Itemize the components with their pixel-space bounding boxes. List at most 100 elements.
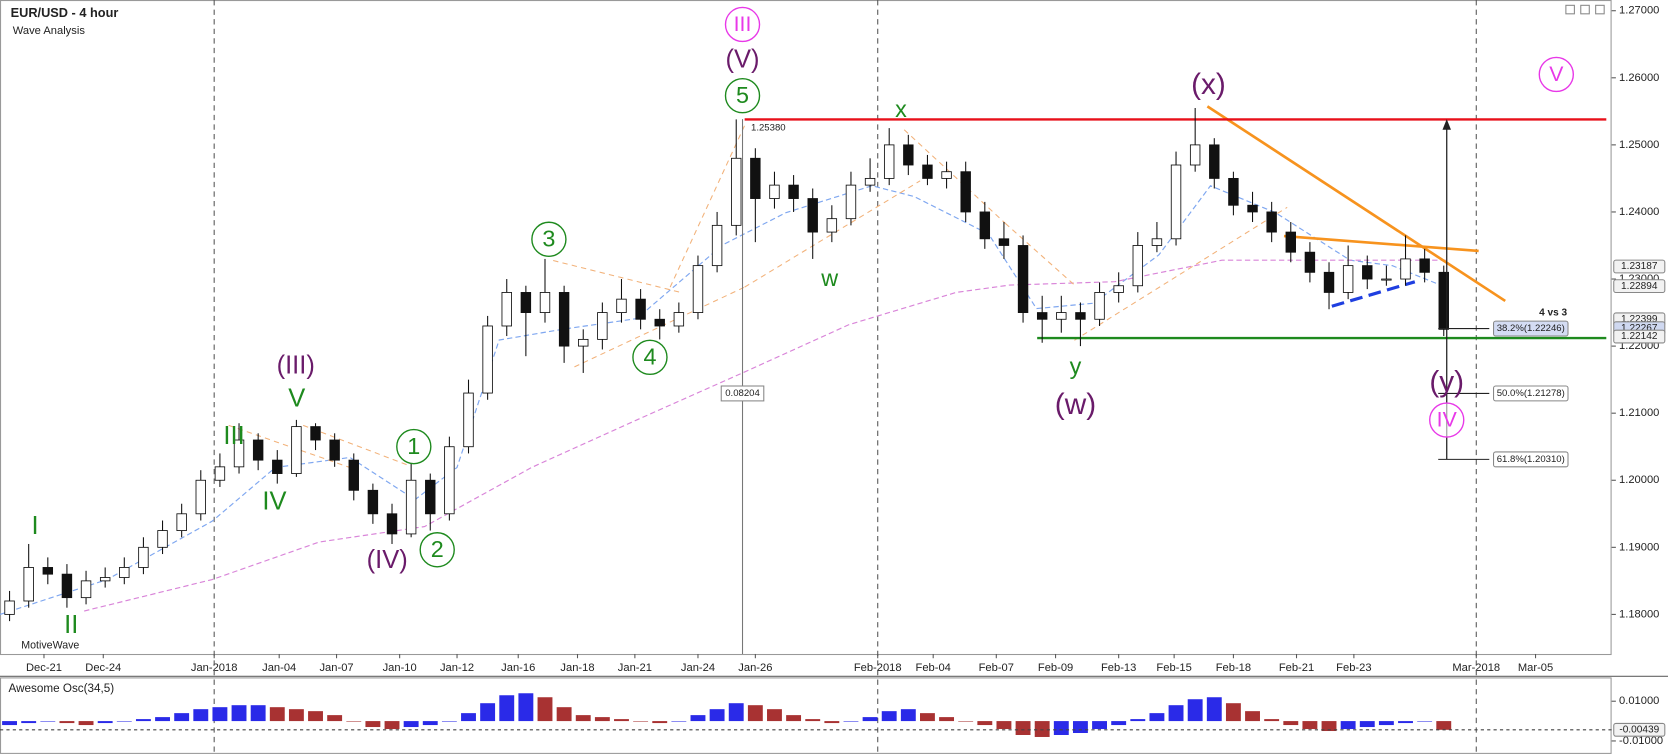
- osc-bar: [652, 721, 668, 724]
- osc-bar: [1092, 721, 1107, 730]
- candle-body: [1228, 177, 1239, 206]
- candle-body: [769, 184, 780, 199]
- osc-bar: [78, 721, 94, 726]
- candle-body: [1209, 144, 1220, 179]
- candle-body: [444, 446, 455, 515]
- x-tick-label: Feb-09: [1038, 662, 1073, 674]
- candle-body: [176, 513, 187, 531]
- osc-bar: [728, 703, 744, 722]
- wave-label: 4: [643, 344, 656, 370]
- osc-bar: [384, 721, 400, 730]
- osc-bar: [40, 721, 56, 722]
- x-tick-label: Feb-04: [916, 662, 951, 674]
- candle-body: [291, 426, 302, 474]
- range-label: 0.08204: [725, 388, 760, 399]
- y-tick-label: 1.18000: [1619, 608, 1659, 620]
- wave-circle: [724, 6, 761, 43]
- candle-body: [1056, 312, 1067, 320]
- osc-bar: [308, 711, 323, 722]
- fib-box: [1493, 320, 1569, 337]
- chart-subtitle: Wave Analysis: [13, 25, 86, 37]
- wave-label: 3: [542, 225, 555, 251]
- x-tick-label: Jan-2018: [191, 662, 238, 674]
- candle-body: [807, 198, 818, 233]
- candle-body: [883, 144, 895, 179]
- x-tick-label: Feb-23: [1336, 662, 1371, 674]
- osc-bar: [939, 717, 955, 722]
- osc-bar: [1072, 721, 1088, 734]
- x-tick-label: Mar-05: [1518, 662, 1553, 674]
- candle-body: [1419, 258, 1430, 273]
- osc-bar: [327, 715, 343, 722]
- x-tick-label: Jan-21: [618, 662, 652, 674]
- osc-bar: [747, 705, 763, 722]
- candle-body: [80, 580, 92, 599]
- x-tick-label: Jan-04: [262, 662, 296, 674]
- price-label-box: [1613, 259, 1666, 274]
- osc-current-box: [1613, 722, 1666, 737]
- osc-bar: [1302, 721, 1318, 730]
- wave-circle: [1429, 402, 1465, 438]
- x-tick-label: Dec-24: [85, 662, 121, 674]
- wave-label: I: [32, 512, 39, 540]
- wave-label: (x): [1191, 68, 1226, 101]
- osc-bar: [1168, 705, 1184, 722]
- candle-body: [252, 439, 264, 461]
- candle-body: [979, 211, 991, 240]
- osc-bar: [422, 721, 438, 726]
- wave-label: V: [288, 385, 305, 413]
- icon: [1595, 4, 1605, 15]
- wave-guide: [228, 424, 352, 469]
- moving-average: [84, 259, 1446, 612]
- candle-body: [998, 238, 1010, 246]
- candle-body: [367, 489, 379, 515]
- candle-body: [1247, 204, 1258, 213]
- fib-box: [1493, 451, 1569, 468]
- osc-bar: [1340, 721, 1356, 730]
- wave-label: V: [1549, 62, 1564, 86]
- trend-line: [1206, 105, 1506, 303]
- wave-label: (w): [1055, 388, 1096, 421]
- x-tick-label: Jan-16: [501, 662, 535, 674]
- candle-body: [23, 567, 34, 602]
- candle-body: [386, 513, 398, 535]
- y-tick-label: 1.23000: [1619, 273, 1659, 285]
- osc-bar: [1436, 721, 1452, 730]
- osc-bar: [575, 715, 591, 722]
- wave-guide: [553, 260, 681, 293]
- wave-label: (III): [277, 352, 315, 380]
- price-panel-frame: [0, 0, 1612, 656]
- candle-body: [138, 546, 149, 568]
- candle-body: [673, 312, 685, 327]
- wave-label: y: [1070, 353, 1082, 379]
- osc-bar: [346, 721, 362, 722]
- candle-body: [1151, 238, 1163, 246]
- y-tick-label: 1.25000: [1619, 139, 1659, 151]
- osc-bar: [1015, 721, 1031, 735]
- wave-circle: [632, 339, 668, 376]
- candle-body: [654, 318, 665, 327]
- wave-circle: [531, 221, 567, 257]
- candle-body: [1438, 271, 1449, 330]
- price-label: 1.22142: [1621, 331, 1658, 342]
- wave-label: 5: [736, 82, 749, 108]
- candle-body: [1381, 278, 1392, 281]
- candle-body: [558, 292, 570, 347]
- osc-bar: [116, 721, 132, 722]
- osc-bar: [786, 715, 802, 722]
- osc-bar: [805, 719, 821, 722]
- osc-bar: [250, 705, 266, 722]
- osc-bar: [21, 721, 37, 724]
- candle-body: [597, 312, 608, 340]
- x-tick-label: Feb-18: [1216, 662, 1251, 674]
- osc-bar: [1053, 721, 1069, 735]
- osc-bar: [1111, 721, 1127, 726]
- price-label: 1.22894: [1621, 281, 1658, 292]
- osc-bar: [1149, 713, 1165, 722]
- x-tick-label: Feb-07: [979, 662, 1014, 674]
- candle-body: [635, 298, 646, 320]
- osc-bar: [977, 721, 993, 726]
- price-label-box: [1613, 279, 1666, 294]
- osc-bar: [193, 709, 209, 722]
